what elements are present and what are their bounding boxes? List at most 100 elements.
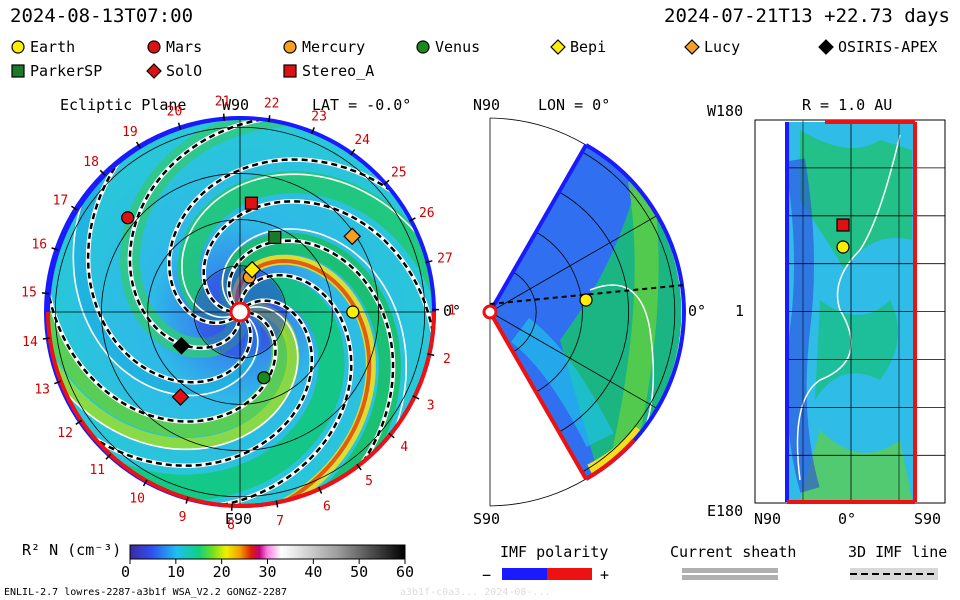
footer-left: ENLIL-2.7 lowres-2287-a3b1f WSA_V2.2 GON… [4, 587, 287, 598]
marker-lucy [343, 227, 362, 246]
legend-item-stereo-a: Stereo_A [282, 62, 374, 80]
imf-line-title: 3D IMF line [848, 543, 948, 561]
legend-item-venus: Venus [415, 38, 480, 56]
carrington-label: 27 [437, 252, 453, 267]
colorbar-tick-label: 0 [121, 563, 131, 581]
radial-x-mid: 0° [838, 510, 857, 528]
diamond-marker-icon [550, 39, 566, 55]
carrington-label: 11 [89, 463, 105, 478]
imf-minus: − [482, 566, 492, 584]
carrington-label: 10 [129, 491, 145, 506]
ecliptic-bottom-label: E90 [225, 510, 253, 528]
meridional-lon: LON = 0° [538, 96, 611, 114]
marker-parkersp [268, 230, 282, 244]
colorbar-tick-label: 30 [258, 563, 277, 581]
meridional-bottom-label: S90 [473, 510, 501, 528]
legend-item-lucy: Lucy [684, 38, 740, 56]
radial-r: R = 1.0 AU [802, 96, 893, 114]
carrington-label: 4 [400, 440, 408, 455]
colorbar [129, 544, 406, 564]
carrington-label: 26 [419, 206, 435, 221]
colorbar-tick-label: 10 [166, 563, 185, 581]
sun-inner-boundary [229, 301, 251, 323]
marker-osiris-apex [172, 336, 191, 355]
ecliptic-top-label: W90 [222, 96, 250, 114]
circle-marker-icon [147, 40, 161, 54]
imf-line-sample [850, 568, 938, 580]
carrington-label: 17 [53, 193, 69, 208]
carrington-label: 23 [311, 109, 327, 124]
marker-venus [257, 371, 271, 385]
carrington-label: 12 [57, 426, 73, 441]
legend-label: Lucy [704, 38, 741, 56]
radial-mid-left: 1 [735, 302, 745, 320]
carrington-label: 3 [427, 399, 435, 414]
carrington-label: 22 [264, 96, 280, 111]
legend-item-earth: Earth [10, 38, 75, 56]
carrington-label: 21 [215, 95, 231, 110]
legend-label: Venus [435, 38, 481, 56]
carrington-label: 14 [22, 335, 38, 350]
square-marker-icon [11, 64, 25, 78]
ecliptic-ring-negative [46, 311, 241, 508]
carrington-label: 16 [31, 238, 47, 253]
radial-top-left: W180 [707, 102, 744, 120]
legend-label: Mars [166, 38, 203, 56]
footer-right: a3b1f-c0a3... 2024-08-... [400, 587, 551, 598]
run-time: 2024-07-21T13 +22.73 days [664, 5, 950, 27]
model-time: 2024-08-13T07:00 [10, 5, 194, 27]
imf-plus: + [600, 566, 610, 584]
diamond-marker-icon [684, 39, 700, 55]
ecliptic-lat: LAT = -0.0° [312, 96, 412, 114]
meridional-panel [482, 117, 686, 507]
radial-panel [754, 119, 946, 504]
marker-stereo-a [244, 196, 259, 210]
radial-x-left: N90 [754, 510, 782, 528]
colorbar-tick-label: 60 [396, 563, 415, 581]
legend-item-mercury: Mercury [282, 38, 365, 56]
carrington-label: 19 [122, 125, 138, 140]
circle-marker-icon [416, 40, 430, 54]
legend-label: Mercury [302, 38, 366, 56]
ecliptic-title: Ecliptic Plane [60, 96, 187, 114]
carrington-label: 18 [83, 155, 99, 170]
circle-marker-icon [11, 40, 25, 54]
imf-polarity-title: IMF polarity [500, 543, 609, 561]
legend-item-mars: Mars [146, 38, 202, 56]
meridional-top-label: N90 [473, 96, 501, 114]
legend-label: Stereo_A [302, 62, 375, 80]
legend-label: ParkerSP [30, 62, 103, 80]
imf-polarity-bar [502, 568, 592, 580]
ecliptic-right-label: 0° [443, 302, 462, 320]
carrington-label: 7 [276, 514, 284, 529]
marker-earth [346, 305, 360, 319]
colorbar-tick-label: 50 [350, 563, 369, 581]
square-marker-icon [283, 64, 297, 78]
spacecraft-markers [121, 196, 850, 406]
diamond-marker-icon [146, 63, 162, 79]
carrington-label: 6 [323, 499, 331, 514]
carrington-label: 25 [391, 166, 407, 181]
carrington-label: 2 [443, 352, 451, 367]
carrington-label: 15 [21, 286, 37, 301]
carrington-label: 9 [179, 510, 187, 525]
legend-label: SolO [166, 62, 203, 80]
marker-stereo-a-radial [836, 218, 850, 232]
radial-bottom-left: E180 [707, 502, 744, 520]
ecliptic-panel [44, 116, 436, 508]
marker-solo [171, 388, 190, 406]
marker-earth-radial [836, 240, 850, 254]
meridional-right-label: 0° [688, 302, 707, 320]
circle-marker-icon [283, 40, 297, 54]
legend-item-solo: SolO [146, 62, 202, 80]
current-sheath-title: Current sheath [670, 543, 797, 561]
legend-item-bepi: Bepi [550, 38, 606, 56]
diamond-marker-icon [818, 39, 834, 55]
marker-earth-meridional [579, 293, 593, 307]
carrington-label: 20 [167, 104, 183, 119]
colorbar-tick-label: 40 [304, 563, 323, 581]
carrington-label: 8 [227, 518, 235, 533]
legend-label: Bepi [570, 38, 607, 56]
